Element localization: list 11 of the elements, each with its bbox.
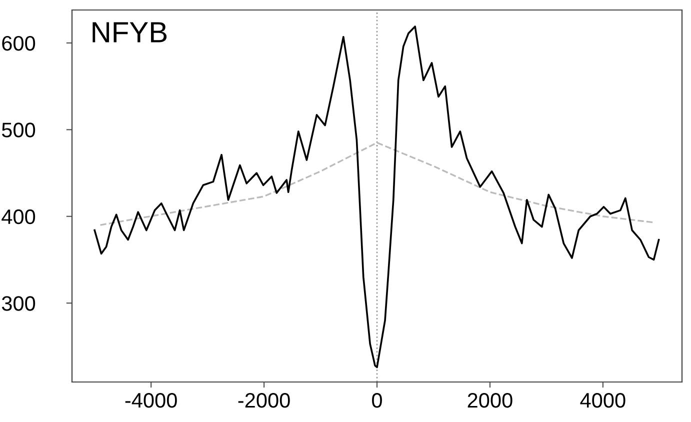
x-tick-label: -4000 (125, 392, 177, 408)
y-tick-label: 400 (2, 209, 36, 224)
line-series (99, 142, 655, 226)
x-tick-label: 4000 (580, 392, 626, 408)
chart-title: NFYB (92, 22, 167, 42)
x-tick-label: 2000 (468, 392, 512, 408)
y-tick-label: 500 (2, 122, 36, 138)
y-tick-label: 600 (2, 36, 36, 51)
x-tick-label: 0 (372, 392, 382, 408)
x-tick-label: -2000 (238, 392, 290, 408)
y-tick-label: 300 (2, 296, 36, 311)
